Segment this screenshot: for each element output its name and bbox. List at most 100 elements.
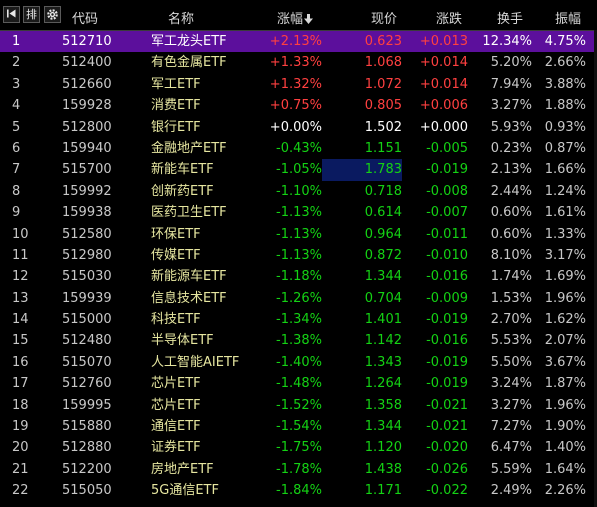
settings-button[interactable] xyxy=(44,6,61,23)
etf-name: 医药卫生ETF xyxy=(151,205,227,221)
pct-change: -1.05% xyxy=(276,162,322,178)
current-price: 1.264 xyxy=(364,376,402,392)
row-index: 20 xyxy=(12,440,29,456)
column-header-change[interactable]: 涨跌 xyxy=(436,12,463,27)
table-row[interactable]: 14 515000 科技ETF -1.34% 1.401 -0.019 2.70… xyxy=(0,309,597,330)
amplitude: 3.17% xyxy=(544,247,586,263)
pct-change: -1.18% xyxy=(276,269,322,285)
rank-button[interactable]: 排 xyxy=(23,6,40,23)
etf-code: 159939 xyxy=(62,290,112,306)
etf-code: 515030 xyxy=(62,269,112,285)
table-row[interactable]: 1 512710 军工龙头ETF +2.13% 0.623 +0.013 12.… xyxy=(0,31,597,53)
amplitude: 3.88% xyxy=(544,76,586,92)
table-header: 排 代码 名称 涨幅 现价 涨跌 换手 振幅 xyxy=(0,0,597,31)
etf-name: 军工龙头ETF xyxy=(151,34,227,49)
etf-code: 159992 xyxy=(62,183,112,199)
current-price: 0.872 xyxy=(364,247,402,263)
row-index: 2 xyxy=(12,55,21,71)
table-row[interactable]: 3 512660 军工ETF +1.32% 1.072 +0.014 7.94%… xyxy=(0,74,597,95)
turnover-rate: 5.50% xyxy=(490,354,532,370)
row-index: 12 xyxy=(12,269,29,285)
row-index: 19 xyxy=(12,419,29,435)
turnover-rate: 5.20% xyxy=(490,55,532,71)
column-header-turnover[interactable]: 换手 xyxy=(497,12,524,27)
row-index: 11 xyxy=(12,247,29,263)
price-change: -0.016 xyxy=(426,333,468,349)
current-price: 1.502 xyxy=(364,119,402,135)
table-row[interactable]: 12 515030 新能源车ETF -1.18% 1.344 -0.016 1.… xyxy=(0,266,597,287)
table-row[interactable]: 2 512400 有色金属ETF +1.33% 1.068 +0.014 5.2… xyxy=(0,52,597,73)
row-index: 14 xyxy=(12,312,29,328)
table-row[interactable]: 20 512880 证券ETF -1.75% 1.120 -0.020 6.47… xyxy=(0,437,597,458)
row-index: 5 xyxy=(12,119,21,135)
etf-code: 512480 xyxy=(62,333,112,349)
column-header-name[interactable]: 名称 xyxy=(168,12,195,27)
etf-name: 芯片ETF xyxy=(151,397,201,413)
table-row[interactable]: 6 159940 金融地产ETF -0.43% 1.151 -0.005 0.2… xyxy=(0,138,597,159)
etf-code: 159995 xyxy=(62,397,112,413)
turnover-rate: 7.94% xyxy=(490,76,532,92)
amplitude: 2.66% xyxy=(544,55,586,71)
current-price: 1.344 xyxy=(364,419,402,435)
price-change: +0.014 xyxy=(419,76,468,92)
scrollbar[interactable] xyxy=(594,30,597,507)
price-change: -0.005 xyxy=(426,140,468,156)
column-header-code[interactable]: 代码 xyxy=(72,12,99,27)
pct-change: -1.78% xyxy=(276,461,322,477)
pct-change: -1.26% xyxy=(276,290,322,306)
etf-code: 159928 xyxy=(62,98,112,114)
column-header-price[interactable]: 现价 xyxy=(371,12,398,27)
table-row[interactable]: 18 159995 芯片ETF -1.52% 1.358 -0.021 3.27… xyxy=(0,395,597,416)
sort-desc-icon xyxy=(304,14,314,24)
first-page-button[interactable] xyxy=(3,6,20,23)
turnover-rate: 3.27% xyxy=(490,397,532,413)
row-index: 3 xyxy=(12,76,21,92)
table-row[interactable]: 17 512760 芯片ETF -1.48% 1.264 -0.019 3.24… xyxy=(0,373,597,394)
table-row[interactable]: 4 159928 消费ETF +0.75% 0.805 +0.006 3.27%… xyxy=(0,95,597,116)
pct-change: +1.33% xyxy=(269,55,322,71)
current-price: 1.068 xyxy=(364,55,402,71)
pct-change: +0.75% xyxy=(269,98,322,114)
turnover-rate: 5.53% xyxy=(490,333,532,349)
turnover-rate: 7.27% xyxy=(490,419,532,435)
table-row[interactable]: 5 512800 银行ETF +0.00% 1.502 +0.000 5.93%… xyxy=(0,117,597,138)
etf-name: 5G通信ETF xyxy=(151,483,219,499)
column-header-amplitude[interactable]: 振幅 xyxy=(555,12,582,27)
table-row[interactable]: 22 515050 5G通信ETF -1.84% 1.171 -0.022 2.… xyxy=(0,480,597,501)
amplitude: 1.90% xyxy=(544,419,586,435)
table-row[interactable]: 11 512980 传媒ETF -1.13% 0.872 -0.010 8.10… xyxy=(0,245,597,266)
etf-name: 信息技术ETF xyxy=(151,290,227,306)
price-change: -0.009 xyxy=(426,290,468,306)
current-price: 0.704 xyxy=(364,290,402,306)
first-page-icon xyxy=(7,9,16,18)
pct-change: -1.10% xyxy=(276,183,322,199)
etf-code: 512580 xyxy=(62,226,112,242)
table-row[interactable]: 16 515070 人工智能AIETF -1.40% 1.343 -0.019 … xyxy=(0,352,597,373)
pct-change: -1.13% xyxy=(276,226,322,242)
table-row[interactable]: 8 159992 创新药ETF -1.10% 0.718 -0.008 2.44… xyxy=(0,181,597,202)
column-header-pct[interactable]: 涨幅 xyxy=(277,8,314,27)
row-index: 15 xyxy=(12,333,29,349)
turnover-rate: 2.13% xyxy=(490,162,532,178)
price-change: +0.014 xyxy=(419,55,468,71)
current-price: 0.718 xyxy=(364,183,402,199)
table-row[interactable]: 21 512200 房地产ETF -1.78% 1.438 -0.026 5.5… xyxy=(0,459,597,480)
current-price: 1.344 xyxy=(364,269,402,285)
turnover-rate: 8.10% xyxy=(490,247,532,263)
turnover-rate: 2.49% xyxy=(490,483,532,499)
table-row[interactable]: 19 515880 通信ETF -1.54% 1.344 -0.021 7.27… xyxy=(0,416,597,437)
table-row[interactable]: 7 515700 新能车ETF -1.05% 1.783 -0.019 2.13… xyxy=(0,159,597,181)
current-price: 1.438 xyxy=(364,461,402,477)
table-row[interactable]: 15 512480 半导体ETF -1.38% 1.142 -0.016 5.5… xyxy=(0,330,597,351)
etf-code: 512200 xyxy=(62,461,112,477)
table-row[interactable]: 9 159938 医药卫生ETF -1.13% 0.614 -0.007 0.6… xyxy=(0,202,597,223)
etf-name: 消费ETF xyxy=(151,98,201,114)
turnover-rate: 5.59% xyxy=(490,461,532,477)
current-price: 1.142 xyxy=(364,333,402,349)
table-row[interactable]: 13 159939 信息技术ETF -1.26% 0.704 -0.009 1.… xyxy=(0,288,597,309)
table-row[interactable]: 10 512580 环保ETF -1.13% 0.964 -0.011 0.60… xyxy=(0,224,597,245)
turnover-rate: 5.93% xyxy=(490,119,532,135)
pct-change: -1.75% xyxy=(276,440,322,456)
turnover-rate: 0.60% xyxy=(490,205,532,221)
etf-code: 159940 xyxy=(62,140,112,156)
